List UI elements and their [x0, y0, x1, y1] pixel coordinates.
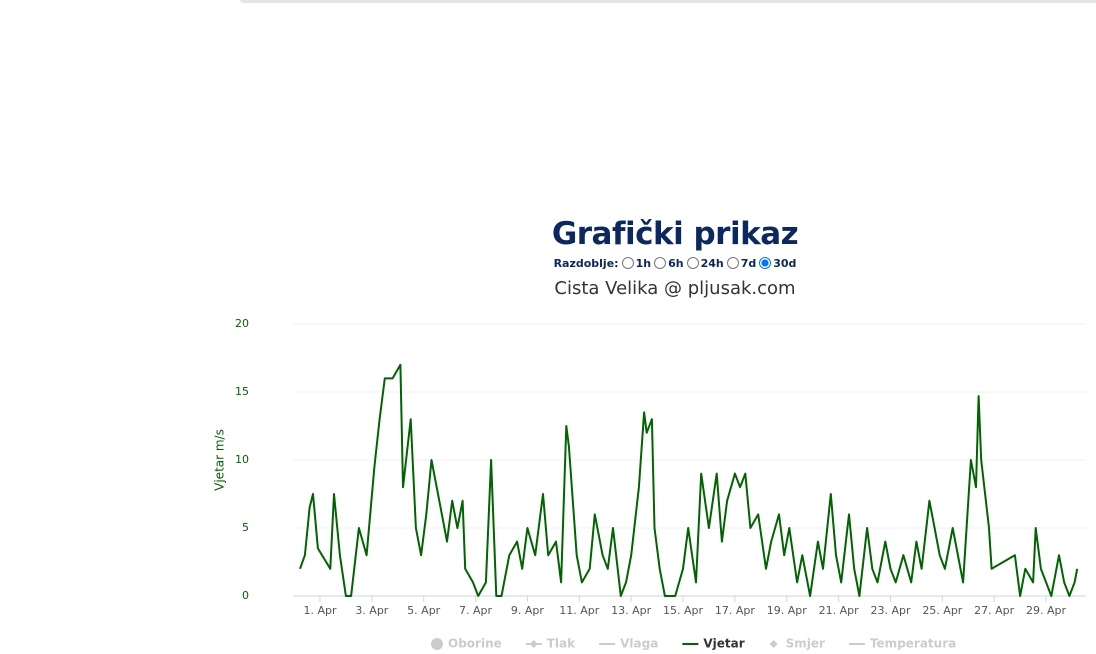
x-tick-label: 1. Apr: [303, 604, 336, 617]
x-tick-label: 3. Apr: [355, 604, 388, 617]
legend-item[interactable]: Smjer: [769, 637, 825, 651]
period-option[interactable]: 24h: [700, 257, 724, 270]
chart-title: Cista Velika @ pljusak.com: [554, 278, 795, 299]
legend-label: Temperatura: [870, 637, 956, 651]
legend-item[interactable]: Oborine: [431, 637, 502, 651]
y-tick-label: 5: [242, 521, 249, 534]
legend-label: Oborine: [448, 637, 502, 651]
legend-label: Tlak: [547, 637, 576, 651]
top-bar: [240, 0, 1096, 3]
period-label: Razdoblje:: [553, 257, 619, 270]
x-tick-label: 9. Apr: [511, 604, 544, 617]
legend-item[interactable]: Vlaga: [599, 637, 658, 651]
x-tick-label: 13. Apr: [611, 604, 651, 617]
x-tick-label: 17. Apr: [715, 604, 755, 617]
y-axis-label: Vjetar m/s: [213, 429, 227, 491]
period-option[interactable]: 1h: [635, 257, 652, 270]
legend-label: Vjetar: [703, 637, 744, 651]
period-option[interactable]: 7d: [740, 257, 757, 270]
period-radio[interactable]: [759, 257, 772, 269]
x-tick-label: 5. Apr: [407, 604, 440, 617]
x-tick-label: 25. Apr: [922, 604, 962, 617]
period-option[interactable]: 6h: [668, 257, 684, 270]
period-radio[interactable]: [686, 257, 699, 269]
line-series: [299, 363, 1079, 597]
y-tick-label: 15: [235, 385, 249, 398]
x-tick-label: 29. Apr: [1026, 604, 1066, 617]
legend-label: Vlaga: [620, 637, 658, 651]
legend-item[interactable]: Temperatura: [848, 637, 956, 651]
x-tick-label: 19. Apr: [767, 604, 807, 617]
page-heading: Grafički prikaz: [551, 216, 799, 252]
legend-symbol: [431, 638, 443, 650]
x-tick-label: 15. Apr: [663, 604, 703, 617]
x-tick-label: 23. Apr: [870, 604, 910, 617]
legend-item[interactable]: Vjetar: [682, 637, 745, 651]
legend-label: Smjer: [786, 637, 825, 651]
y-tick-label: 0: [242, 589, 249, 602]
legend-symbol: [529, 640, 538, 648]
period-radio[interactable]: [621, 257, 634, 269]
x-tick-label: 21. Apr: [819, 604, 859, 617]
y-tick-label: 10: [235, 453, 249, 466]
period-radio[interactable]: [654, 257, 667, 269]
x-tick-label: 27. Apr: [974, 604, 1014, 617]
legend-symbol: [769, 640, 778, 648]
y-tick-label: 20: [235, 317, 249, 330]
x-tick-label: 11. Apr: [559, 604, 599, 617]
legend-item[interactable]: Tlak: [525, 637, 576, 651]
period-selector: Razdoblje: 1h 6h 24h 7d 30d: [475, 257, 875, 270]
period-radio[interactable]: [726, 257, 739, 269]
x-tick-label: 7. Apr: [459, 604, 492, 617]
period-option[interactable]: 30d: [773, 257, 797, 270]
